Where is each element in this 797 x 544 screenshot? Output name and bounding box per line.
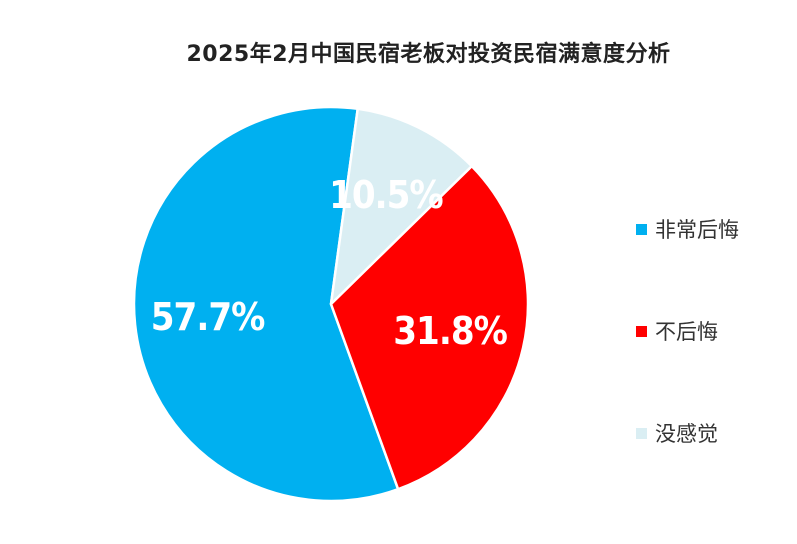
slice-labels: 57.7% 31.8% 10.5% bbox=[151, 173, 509, 353]
legend-swatch-very-regret bbox=[636, 223, 647, 235]
legend-label-no-regret: 不后悔 bbox=[655, 320, 718, 344]
label-very-regret: 57.7% bbox=[151, 295, 265, 339]
legend-label-very-regret: 非常后悔 bbox=[655, 218, 739, 242]
legend-item-no-feeling: 没感觉 bbox=[636, 416, 718, 450]
slice-no-regret bbox=[329, 164, 530, 491]
pie-slices bbox=[132, 105, 530, 503]
legend-item-very-regret: 非常后悔 bbox=[636, 212, 739, 246]
legend-label-no-feeling: 没感觉 bbox=[655, 422, 718, 446]
legend-item-no-regret: 不后悔 bbox=[636, 314, 718, 348]
legend-swatch-no-feeling bbox=[636, 427, 647, 439]
slice-no-feeling bbox=[329, 107, 474, 306]
label-no-regret: 31.8% bbox=[393, 309, 507, 353]
legend-swatch-no-regret bbox=[636, 325, 647, 337]
slice-very-regret bbox=[132, 105, 400, 503]
chart-title: 2025年2月中国民宿老板对投资民宿满意度分析 bbox=[186, 42, 671, 67]
label-no-feeling: 10.5% bbox=[329, 173, 443, 217]
